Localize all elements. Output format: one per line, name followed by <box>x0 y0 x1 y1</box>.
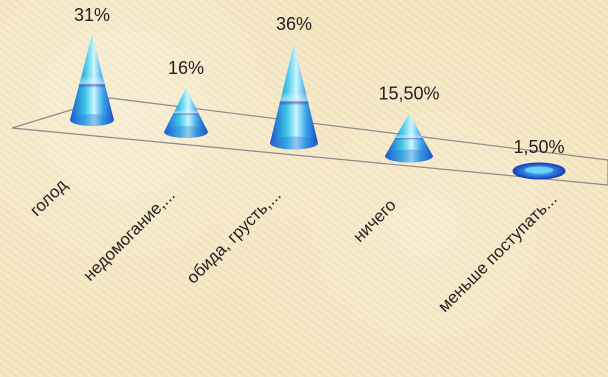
data-label-1: 31% <box>74 5 110 25</box>
cone-series <box>70 34 566 180</box>
category-label-5: меньше поступать... <box>434 189 561 316</box>
cone-2-base <box>164 126 208 138</box>
cone-3-band <box>277 91 311 112</box>
cone-3-base <box>270 136 318 150</box>
cone-5-top <box>524 166 554 174</box>
category-label-2: недомогание,... <box>79 185 178 284</box>
cone-2 <box>164 88 208 138</box>
data-label-3: 36% <box>276 14 312 34</box>
cone-4-base <box>385 149 433 163</box>
category-label-1: голод <box>26 175 71 220</box>
category-labels: голод недомогание,... обида, грусть,... нич… <box>26 175 561 316</box>
cone-4 <box>385 113 434 163</box>
data-label-5: 1,50% <box>513 137 564 157</box>
cone-2-band <box>171 109 201 118</box>
category-label-3: обида, грусть,... <box>183 185 285 287</box>
data-label-2: 16% <box>168 58 204 78</box>
cone-1-base <box>70 114 114 126</box>
cone-4-band <box>392 133 426 143</box>
cone-3 <box>270 44 318 150</box>
cone-5 <box>512 162 566 180</box>
data-labels: 31% 16% 36% 15,50% 1,50% <box>74 5 565 157</box>
category-label-4: ничего <box>349 195 400 246</box>
cone-1-band <box>77 75 107 93</box>
data-label-4: 15,50% <box>378 83 439 103</box>
cone-1 <box>70 34 114 126</box>
